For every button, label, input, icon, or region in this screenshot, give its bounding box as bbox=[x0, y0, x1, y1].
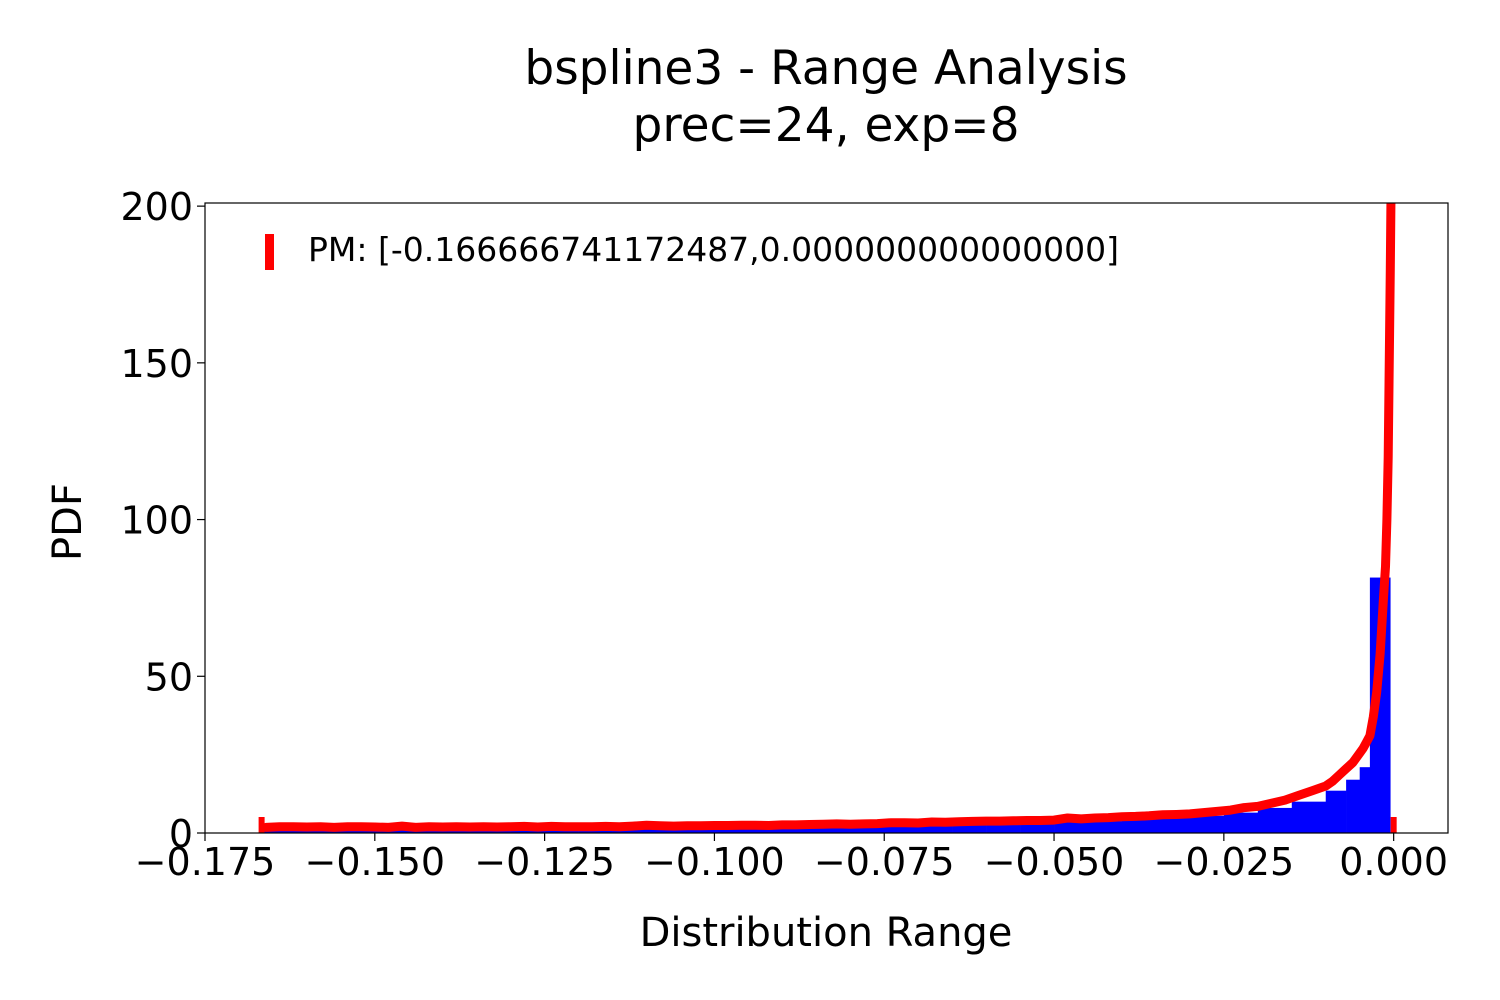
histogram-bar bbox=[850, 826, 885, 833]
histogram-bar bbox=[1346, 779, 1360, 833]
range-marker bbox=[258, 817, 265, 833]
pdf-line-layer bbox=[261, 203, 1396, 832]
legend-marker bbox=[265, 234, 274, 270]
histogram-bar bbox=[1189, 815, 1225, 833]
y-axis-label: PDF bbox=[45, 483, 91, 561]
range-markers bbox=[258, 817, 1397, 833]
y-axis: 0 50 100 150 200 bbox=[120, 185, 205, 856]
histogram-bar bbox=[1369, 577, 1391, 833]
y-tick-label: 150 bbox=[120, 342, 193, 386]
y-tick-label: 0 bbox=[169, 812, 193, 856]
x-tick-label: −0.100 bbox=[644, 840, 785, 884]
chart-subtitle: prec=24, exp=8 bbox=[633, 98, 1020, 153]
x-tick-label: −0.050 bbox=[984, 840, 1125, 884]
x-tick-label: −0.025 bbox=[1154, 840, 1295, 884]
histogram-bar bbox=[1054, 822, 1089, 833]
histogram-bar bbox=[714, 827, 749, 833]
x-tick-label: −0.150 bbox=[304, 840, 445, 884]
histogram-bar bbox=[1155, 817, 1191, 833]
histogram-bar bbox=[1291, 801, 1327, 833]
chart-title: bspline3 - Range Analysis bbox=[524, 41, 1127, 96]
legend-label: PM: [-0.166666741172487,0.00000000000000… bbox=[308, 230, 1119, 269]
x-tick-label: −0.125 bbox=[474, 840, 615, 884]
histogram-bar bbox=[816, 826, 851, 833]
histogram-bar bbox=[1020, 822, 1055, 833]
y-tick-label: 50 bbox=[145, 655, 193, 699]
histogram-bar bbox=[986, 823, 1021, 833]
histogram-bar bbox=[1359, 767, 1371, 833]
histogram-bar bbox=[782, 826, 817, 833]
x-axis: −0.175 −0.150 −0.125 −0.100 −0.075 −0.050 −0.0… bbox=[135, 833, 1448, 884]
histogram-bar bbox=[1257, 807, 1293, 833]
plot-frame bbox=[204, 202, 1449, 834]
histogram-bars bbox=[261, 577, 1391, 833]
histogram-bar bbox=[1088, 821, 1123, 833]
y-tick-label: 200 bbox=[120, 185, 193, 229]
range-marker bbox=[1390, 817, 1397, 833]
x-tick-label: −0.075 bbox=[814, 840, 955, 884]
y-tick-label: 100 bbox=[120, 499, 193, 543]
histogram-bar bbox=[918, 825, 953, 833]
legend: PM: [-0.166666741172487,0.00000000000000… bbox=[265, 230, 1119, 270]
histogram-bar bbox=[1223, 812, 1259, 833]
histogram-bar bbox=[952, 824, 987, 833]
pdf-line bbox=[261, 203, 1396, 832]
histogram-bar bbox=[884, 825, 919, 833]
x-axis-label: Distribution Range bbox=[640, 910, 1013, 956]
histogram-bar bbox=[748, 827, 783, 833]
histogram-bar bbox=[1325, 790, 1347, 833]
histogram-bar bbox=[1121, 819, 1157, 833]
x-tick-label: 0.000 bbox=[1339, 840, 1448, 884]
x-tick-label: −0.175 bbox=[135, 840, 276, 884]
